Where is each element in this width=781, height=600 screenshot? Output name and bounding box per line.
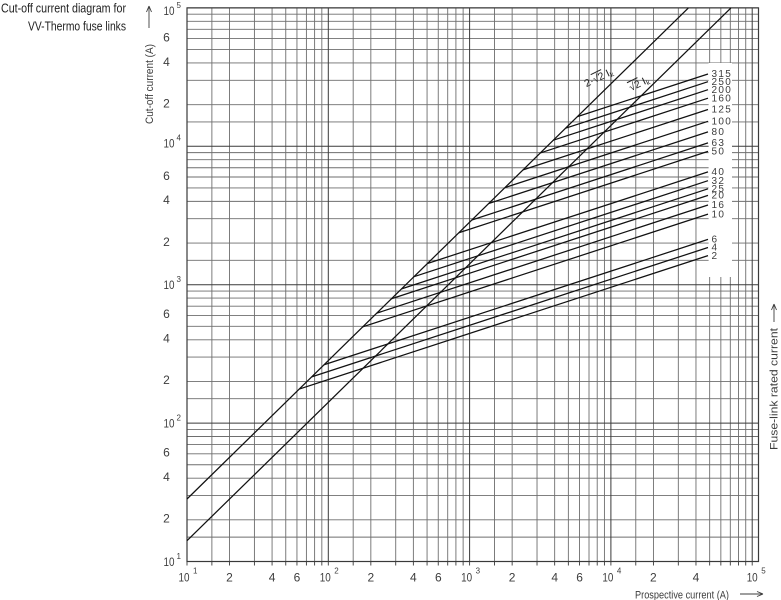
- svg-text:Cut-off current (A): Cut-off current (A): [144, 44, 156, 124]
- svg-text:4: 4: [551, 571, 558, 585]
- svg-text:25: 25: [712, 184, 726, 195]
- svg-text:250: 250: [712, 77, 733, 88]
- svg-text:2: 2: [509, 571, 516, 585]
- svg-text:6: 6: [576, 571, 583, 585]
- svg-text:Cut-off current diagram for: Cut-off current diagram for: [1, 2, 126, 16]
- svg-text:1: 1: [177, 552, 182, 561]
- svg-text:6: 6: [435, 571, 442, 585]
- svg-text:Prospective current (A): Prospective current (A): [635, 590, 729, 600]
- svg-text:10: 10: [712, 209, 726, 220]
- svg-text:10: 10: [320, 571, 331, 585]
- svg-text:4: 4: [163, 470, 170, 484]
- svg-text:10: 10: [747, 571, 758, 585]
- svg-text:10: 10: [164, 278, 175, 292]
- svg-text:6: 6: [294, 571, 301, 585]
- svg-text:100: 100: [712, 117, 733, 128]
- svg-text:4: 4: [712, 243, 719, 254]
- svg-text:10: 10: [164, 417, 175, 431]
- svg-text:4: 4: [163, 193, 170, 207]
- svg-text:10: 10: [179, 571, 190, 585]
- svg-text:1: 1: [193, 567, 198, 576]
- svg-text:4: 4: [693, 571, 700, 585]
- svg-text:2: 2: [177, 414, 182, 423]
- svg-text:16: 16: [712, 200, 726, 211]
- svg-text:10: 10: [164, 136, 175, 150]
- svg-text:4: 4: [410, 571, 417, 585]
- svg-text:200: 200: [712, 85, 733, 96]
- svg-text:6: 6: [163, 169, 170, 183]
- svg-text:4: 4: [269, 571, 276, 585]
- svg-text:3: 3: [177, 275, 182, 284]
- svg-text:10: 10: [164, 4, 175, 18]
- svg-text:2: 2: [163, 373, 170, 387]
- svg-text:32: 32: [712, 176, 726, 187]
- svg-text:2: 2: [712, 251, 719, 262]
- svg-text:63: 63: [712, 138, 726, 149]
- svg-text:5: 5: [761, 567, 766, 576]
- svg-text:4: 4: [163, 332, 170, 346]
- svg-text:2: 2: [163, 512, 170, 526]
- svg-text:40: 40: [712, 167, 726, 178]
- svg-text:6: 6: [712, 235, 719, 246]
- svg-text:2: 2: [226, 571, 233, 585]
- svg-text:3: 3: [476, 567, 481, 576]
- svg-text:10: 10: [602, 571, 613, 585]
- svg-text:2: 2: [163, 96, 170, 110]
- svg-text:6: 6: [163, 30, 170, 44]
- svg-text:125: 125: [712, 105, 733, 116]
- svg-text:50: 50: [712, 147, 726, 158]
- svg-text:160: 160: [712, 93, 733, 104]
- svg-text:2: 2: [334, 567, 339, 576]
- svg-text:2: 2: [650, 571, 657, 585]
- svg-text:VV-Thermo fuse links: VV-Thermo fuse links: [28, 20, 126, 34]
- svg-text:315: 315: [712, 69, 733, 80]
- svg-text:5: 5: [177, 1, 182, 10]
- svg-text:4: 4: [163, 55, 170, 69]
- svg-text:6: 6: [163, 307, 170, 321]
- svg-text:2: 2: [367, 571, 374, 585]
- svg-text:80: 80: [712, 127, 726, 138]
- svg-text:20: 20: [712, 191, 726, 202]
- svg-text:6: 6: [163, 446, 170, 460]
- svg-text:Fuse-link rated current: Fuse-link rated current: [769, 328, 781, 450]
- svg-text:4: 4: [177, 133, 182, 142]
- svg-text:10: 10: [164, 555, 175, 569]
- svg-text:2: 2: [163, 235, 170, 249]
- svg-text:10: 10: [461, 571, 472, 585]
- svg-text:4: 4: [617, 567, 622, 576]
